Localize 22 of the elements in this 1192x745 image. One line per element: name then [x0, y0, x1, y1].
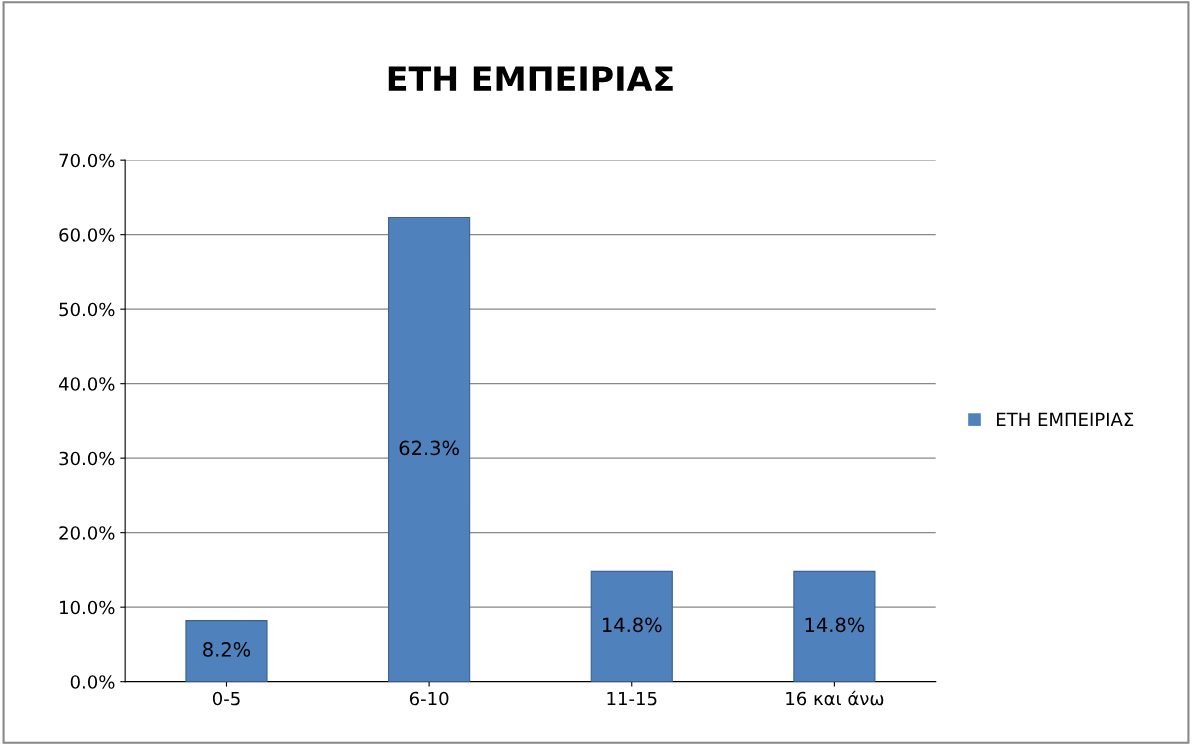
- data-label: 14.8%: [603, 617, 662, 633]
- y-tick-label: 10.0%: [60, 600, 115, 615]
- y-tick-label: 60.0%: [59, 228, 115, 242]
- legend-label: ΕΤΗ ΕΜΠΕΙΡΙΑΣ: [997, 412, 1134, 426]
- y-tick-label: 40.0%: [58, 377, 115, 391]
- y-tick-label: 70.0%: [59, 153, 115, 168]
- bar: [185, 620, 268, 682]
- bar: [793, 570, 876, 682]
- x-tick-label: 16 και άνω: [786, 690, 884, 706]
- y-tick-label: 0.0%: [70, 675, 115, 689]
- data-label: 14.8%: [805, 617, 865, 633]
- x-tick-label: 0-5: [212, 691, 240, 706]
- x-tick-label: 11-15: [607, 691, 657, 706]
- bar: [590, 570, 673, 682]
- chart-title: ΕΤΗ ΕΜΠΕΙΡΙΑΣ: [388, 66, 673, 91]
- data-label: 8.2%: [203, 642, 251, 657]
- y-tick-label: 20.0%: [59, 526, 115, 540]
- y-tick-label: 50.0%: [59, 302, 115, 317]
- bar: [388, 216, 471, 682]
- x-tick-label: 6-10: [409, 691, 449, 706]
- y-tick-label: 30.0%: [59, 451, 115, 466]
- data-label: 62.3%: [399, 440, 459, 456]
